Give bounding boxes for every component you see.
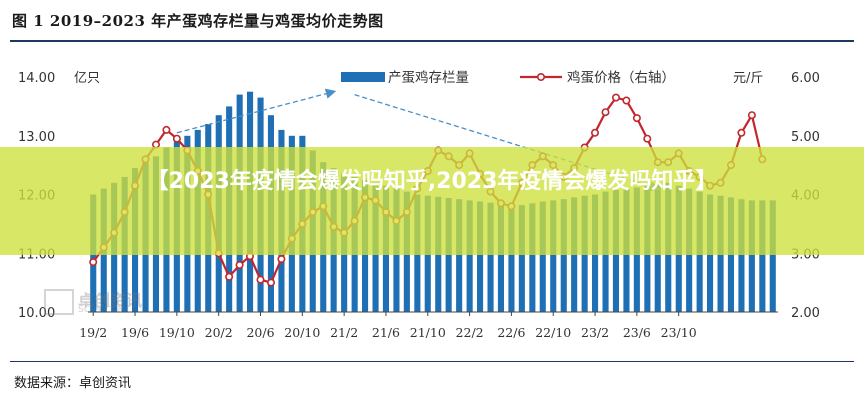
x-tick-label: 22/10 [535,325,571,340]
bar-layer-inventory [529,203,536,312]
x-tick-label: 19/6 [121,325,149,340]
price-point [632,114,641,123]
left-tick-label: 10.00 [18,306,55,321]
price-point [622,96,631,105]
price-point [256,275,265,284]
source-note: 数据来源：卓创资讯 [14,376,132,391]
watermark-name: 卓创资讯 [78,291,143,310]
watermark: 卓创资讯 SC99.COM [44,287,194,317]
left-tick-label: 13.00 [18,130,55,145]
x-tick-label: 22/2 [456,325,484,340]
price-point [162,125,171,134]
right-tick-label: 5.00 [791,130,820,145]
price-point [225,272,234,281]
x-tick-label: 21/10 [410,325,446,340]
price-point [172,134,181,143]
bar-layer-inventory [456,199,463,312]
x-tick-label: 19/2 [79,325,107,340]
x-tick-label: 23/2 [581,325,609,340]
bar-layer-inventory [769,200,776,312]
watermark-domain: SC99.COM [78,305,126,315]
chart-title: 图 1 2019–2023 年产蛋鸡存栏量与鸡蛋均价走势图 [12,12,384,30]
legend-bar-swatch [341,72,385,82]
right-tick-label: 6.00 [791,71,820,86]
bar-layer-inventory [550,200,557,312]
x-tick-label: 20/6 [246,325,274,340]
price-point [89,258,98,267]
bar-layer-inventory [518,205,525,312]
price-point [747,111,756,120]
right-tick-label: 2.00 [791,306,820,321]
x-tick-label: 23/10 [661,325,697,340]
trend-arrow [176,88,337,134]
bar-layer-inventory [539,201,546,312]
legend-line-label: 鸡蛋价格（右轴） [567,69,675,86]
watermark-logo-icon [44,289,74,315]
bar-layer-inventory [560,199,567,312]
left-axis-unit: 亿只 [74,71,100,86]
x-tick-label: 22/6 [497,325,525,340]
bar-layer-inventory [748,200,755,312]
bar-layer-inventory [477,201,484,312]
x-tick-label: 20/2 [205,325,233,340]
price-point [277,255,286,264]
bar-layer-inventory [759,200,766,312]
x-tick-label: 21/6 [372,325,400,340]
x-tick-label: 19/10 [159,325,195,340]
legend-bar-label: 产蛋鸡存栏量 [388,69,469,86]
left-tick-label: 14.00 [18,71,55,86]
price-point [601,108,610,117]
bar-layer-inventory [738,199,745,312]
x-tick-label: 20/10 [284,325,320,340]
source-rule [10,361,854,362]
bar-layer-inventory [445,198,452,312]
x-tick-label: 21/2 [330,325,358,340]
price-point [643,134,652,143]
legend-line-marker [536,73,545,82]
price-point [590,128,599,137]
price-point [235,260,244,269]
price-point [737,128,746,137]
overlay-banner [0,147,864,255]
x-tick-label: 23/6 [623,325,651,340]
bar-layer-inventory [487,202,494,312]
right-axis-unit: 元/斤 [733,71,763,86]
title-rule [10,40,854,42]
bar-layer-inventory [508,206,515,312]
price-point [266,278,275,287]
price-point [611,93,620,102]
overlay-banner-text: 【2023年疫情会爆发吗知乎,2023年疫情会爆发吗知乎】 [146,169,718,194]
bar-layer-inventory [466,200,473,312]
bar-layer-inventory [497,205,504,312]
